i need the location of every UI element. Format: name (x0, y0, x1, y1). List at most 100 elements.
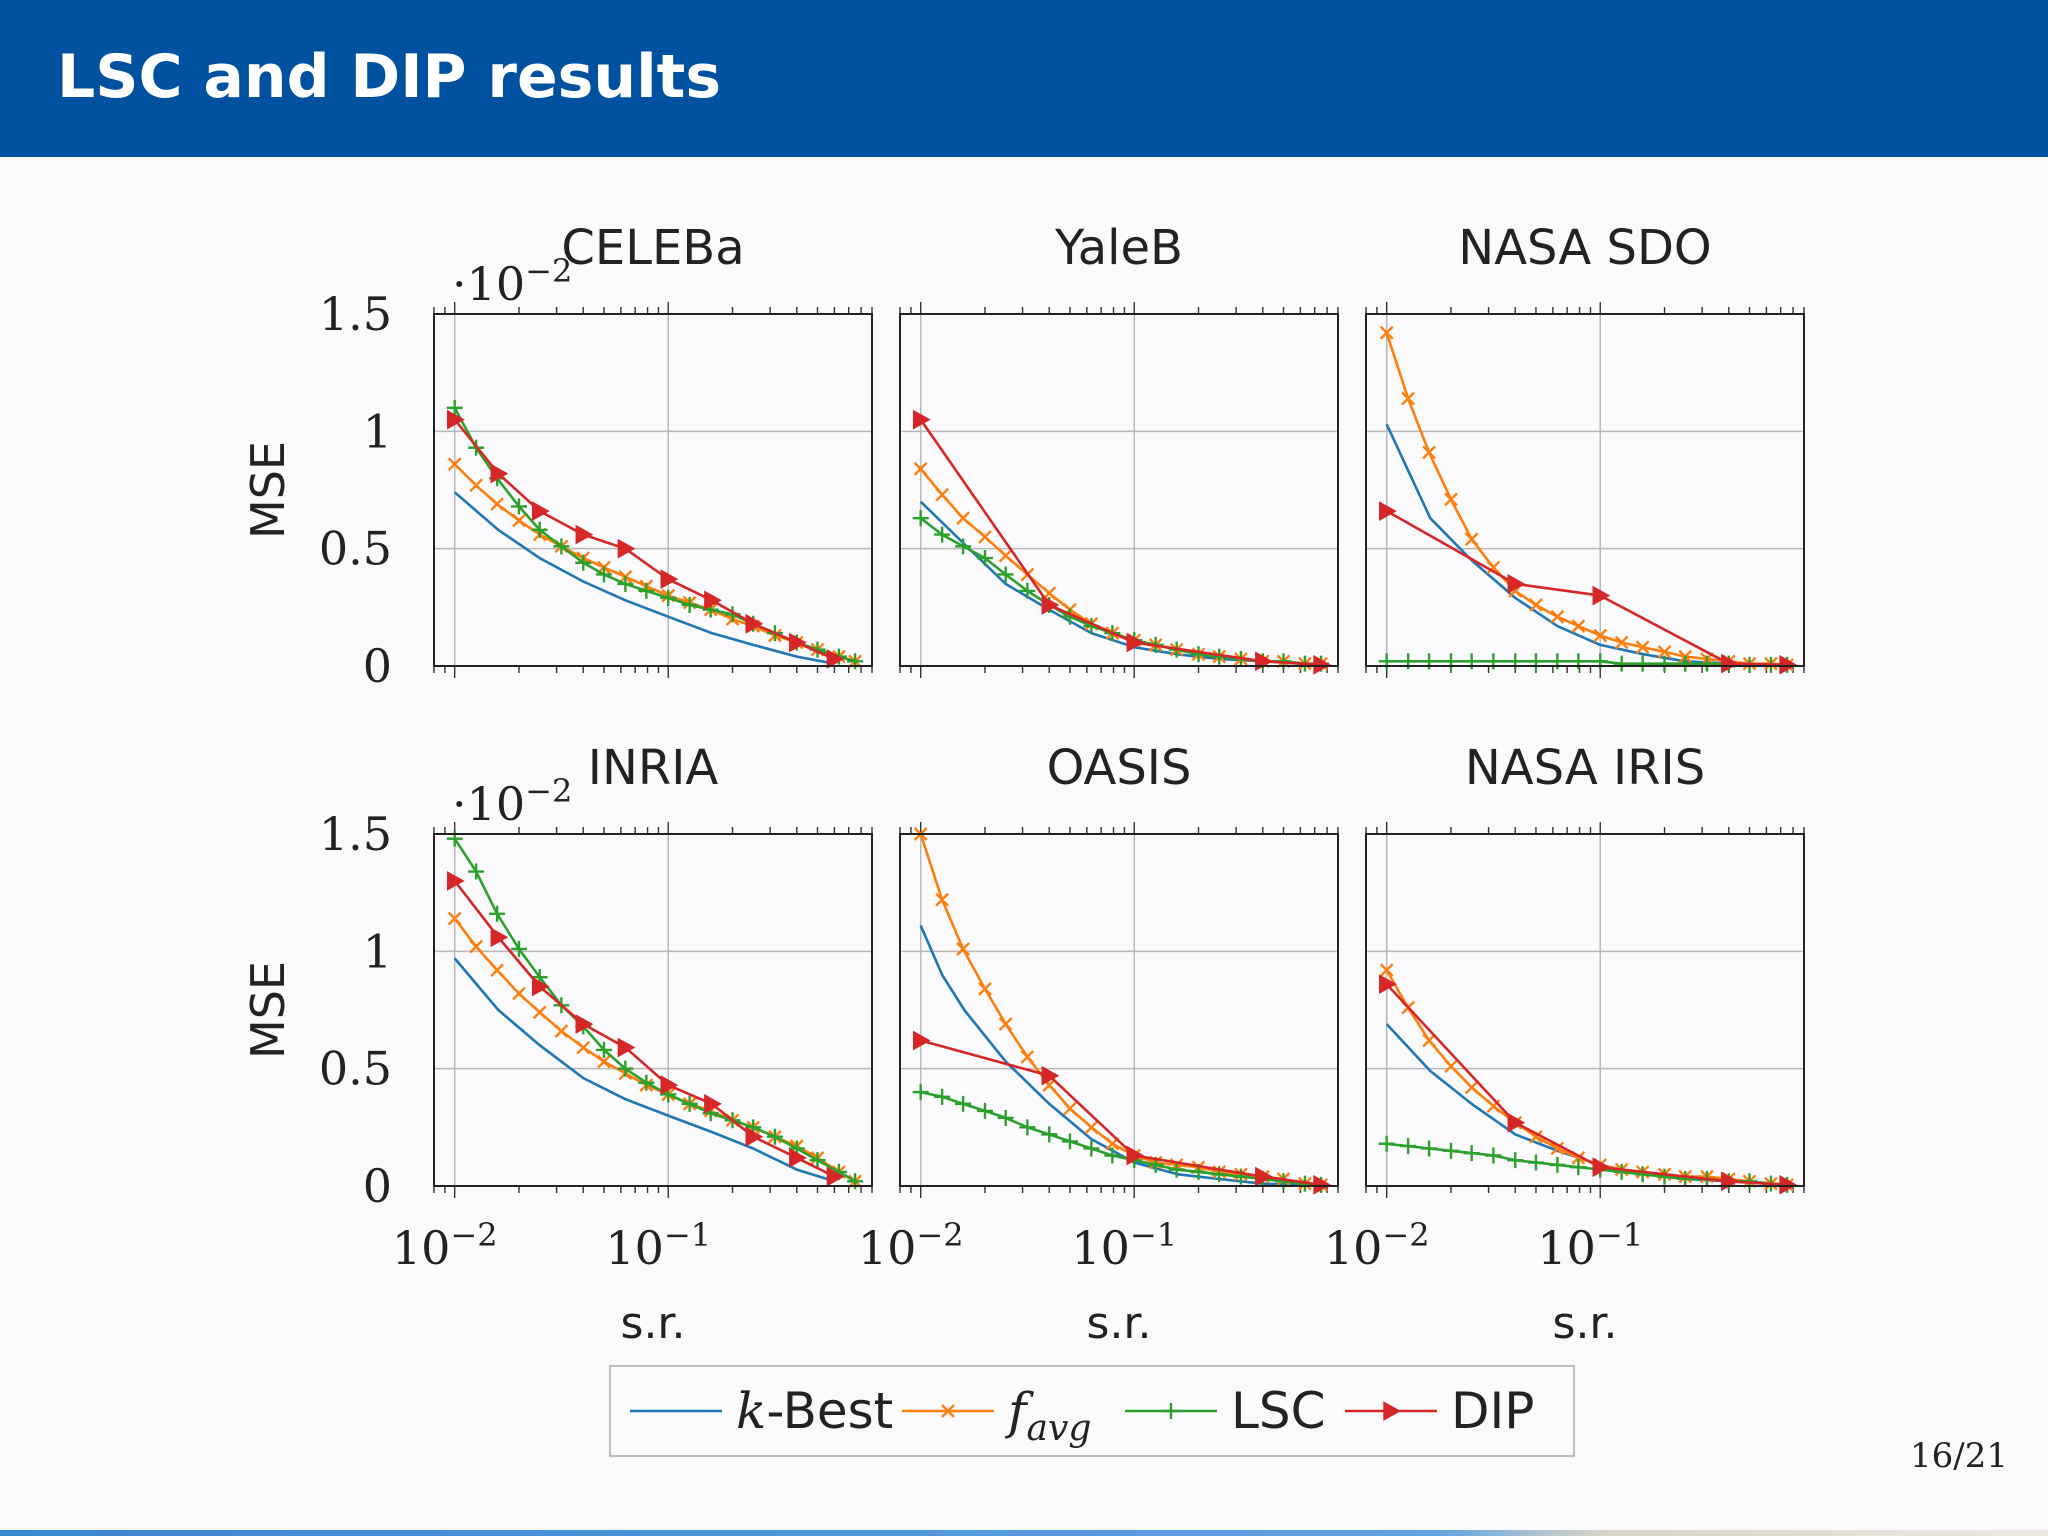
x-tick-label: 10−2 (1324, 1216, 1430, 1275)
subplot-title: INRIA (588, 740, 719, 796)
data-point (1593, 628, 1608, 643)
y-multiplier-exp: −2 (525, 772, 572, 810)
data-point (1677, 1170, 1694, 1187)
data-point (617, 538, 636, 559)
series-line-k-best (919, 924, 1301, 1187)
data-point (955, 1095, 972, 1112)
x-tick-exp: −1 (1130, 1216, 1177, 1254)
data-point (1379, 963, 1394, 977)
x-tick-base: 10 (858, 1221, 917, 1275)
data-point (1592, 1157, 1611, 1178)
data-point (576, 1040, 591, 1055)
plot-area (434, 834, 872, 1186)
series-k-best (453, 957, 835, 1183)
data-point (1507, 574, 1526, 594)
data-point (447, 457, 462, 472)
x-tick-base: 10 (1071, 1221, 1130, 1275)
data-point (1063, 1101, 1077, 1116)
data-point (978, 982, 992, 996)
data-point (1507, 1152, 1524, 1169)
data-point (935, 487, 949, 502)
data-point (1634, 655, 1651, 672)
y-multiplier-base: ·10 (452, 257, 525, 311)
data-point (1019, 1119, 1036, 1136)
data-point (490, 463, 509, 484)
data-point (1779, 654, 1798, 675)
legend-swatch-marker (1383, 1401, 1402, 1421)
y-tick-label: 0.5 (319, 1042, 392, 1096)
data-point (617, 575, 634, 592)
legend-entry-lsc: LSC (1125, 1382, 1326, 1440)
data-point (1401, 391, 1415, 406)
subplot-title: OASIS (1047, 740, 1192, 796)
plot-area (1366, 314, 1804, 666)
data-point (1570, 1159, 1587, 1176)
x-axis-label: s.r. (1087, 1298, 1152, 1349)
data-point (934, 1088, 951, 1105)
data-point (1444, 1059, 1458, 1074)
legend-label: DIP (1451, 1382, 1534, 1440)
y-tick-label: 1.5 (319, 287, 392, 341)
data-point (1571, 619, 1586, 633)
data-point (704, 590, 722, 611)
data-point (998, 548, 1013, 563)
data-point (446, 399, 463, 416)
data-point (575, 524, 594, 545)
plot-area (434, 314, 872, 666)
data-point (1779, 1174, 1798, 1195)
series-dip (446, 409, 845, 669)
data-point (1041, 1126, 1058, 1143)
data-point (912, 1084, 929, 1101)
data-point (512, 513, 526, 528)
data-point (510, 498, 527, 515)
data-point (1656, 1168, 1673, 1185)
data-point (1019, 582, 1036, 599)
data-point (1378, 974, 1397, 995)
data-point (1422, 1033, 1436, 1048)
x-axis-label: s.r. (1553, 1298, 1618, 1349)
x-tick-label: 10−2 (392, 1216, 498, 1275)
plot-area (1366, 834, 1804, 1186)
data-point (997, 1109, 1014, 1126)
data-point (1126, 632, 1145, 653)
x-tick-base: 10 (1324, 1221, 1383, 1275)
subplot-title: CELEBa (561, 220, 744, 276)
x-tick-label: 10−1 (1071, 1216, 1177, 1275)
data-point (1507, 1112, 1526, 1133)
data-point (1464, 532, 1479, 547)
data-point (1084, 1120, 1099, 1135)
data-point (660, 569, 679, 590)
data-point (1657, 645, 1672, 659)
data-point (681, 596, 698, 613)
data-point (789, 632, 807, 653)
y-tick-label: 1 (363, 924, 392, 978)
data-point (1677, 655, 1694, 672)
slide-title: LSC and DIP results (57, 42, 722, 112)
legend-label-text: LSC (1231, 1382, 1326, 1440)
data-point (912, 409, 931, 430)
legend-label: LSC (1231, 1382, 1326, 1440)
data-point (1463, 1145, 1480, 1162)
data-point (1400, 1138, 1417, 1155)
subplot-celeba: CELEBa 0 0.5 1 1.5 MSE ·10−2 (241, 220, 873, 693)
data-point (935, 892, 949, 907)
data-point (1444, 492, 1458, 507)
data-point (1232, 1168, 1249, 1185)
data-point (489, 905, 506, 922)
data-point (446, 871, 465, 891)
data-point (531, 976, 550, 997)
series-k-best (453, 491, 835, 665)
y-multiplier: ·10−2 (452, 252, 572, 311)
data-point (1083, 1140, 1100, 1157)
legend-box (609, 1365, 1575, 1457)
data-point (912, 1030, 931, 1051)
data-point (575, 554, 592, 571)
data-point (1378, 501, 1397, 521)
data-point (976, 1102, 993, 1119)
data-point (638, 1074, 655, 1091)
data-point (554, 1024, 569, 1038)
y-tick-label: 1.5 (319, 807, 392, 861)
x-tick-exp: −2 (1382, 1216, 1429, 1254)
